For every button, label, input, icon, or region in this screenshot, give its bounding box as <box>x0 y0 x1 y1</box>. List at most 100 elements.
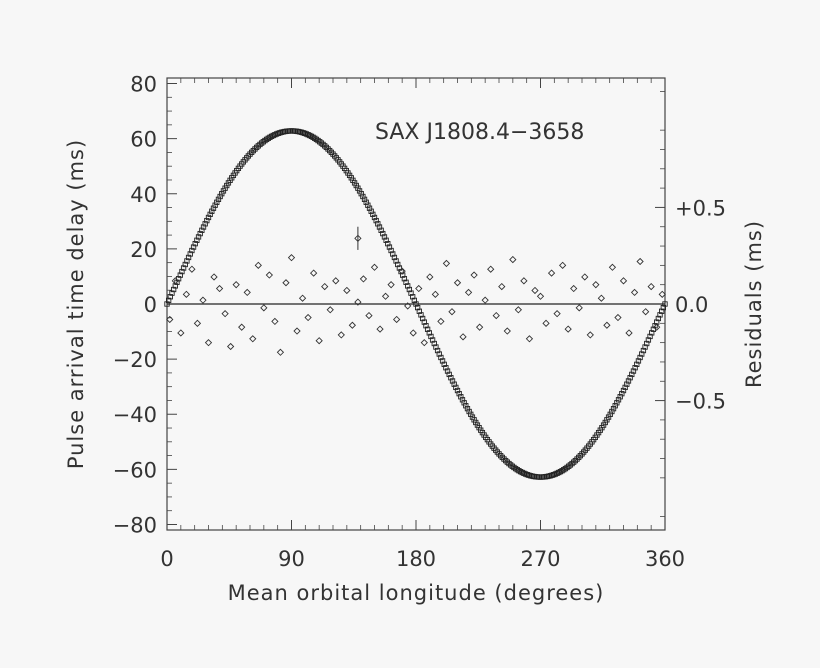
curve-point <box>363 199 369 205</box>
curve-point <box>622 384 628 391</box>
y-axis: 80 60 40 20 0 −20 −40 −60 −80 <box>113 73 177 537</box>
x-tick-label: 180 <box>396 547 436 571</box>
residual-point <box>592 281 600 289</box>
curve-point <box>464 405 471 412</box>
curve-point <box>380 230 386 237</box>
curve-point <box>209 208 215 214</box>
curve-point <box>617 394 623 400</box>
curve-point <box>164 301 170 307</box>
curve-point <box>358 191 364 197</box>
residual-point <box>653 323 661 331</box>
curve-point <box>499 454 505 461</box>
outlier-point <box>354 226 362 250</box>
outlier-marker <box>354 234 362 242</box>
curve-point <box>423 323 429 329</box>
residual-point <box>459 333 467 341</box>
curve-point <box>395 261 401 268</box>
curve-point <box>634 361 640 367</box>
residual-point <box>558 261 567 270</box>
residual-point <box>381 292 390 300</box>
residual-point <box>387 281 395 289</box>
curve-point <box>645 337 652 343</box>
curve-point <box>356 188 363 194</box>
residual-point <box>520 277 528 285</box>
curve-point <box>574 456 580 462</box>
residual-point <box>614 313 622 322</box>
residual-point <box>326 306 334 314</box>
curve-point <box>405 283 411 289</box>
y-tick-label: −20 <box>113 348 157 372</box>
curve-point <box>401 276 408 282</box>
curve-point <box>305 132 311 138</box>
residual-point <box>575 304 583 312</box>
y2-axis-label: Residuals (ms) <box>742 220 766 388</box>
curve-point <box>426 330 432 336</box>
curve-point <box>205 214 212 221</box>
curve-point <box>189 247 195 254</box>
residual-point <box>298 294 307 302</box>
residual-point <box>603 321 611 329</box>
curve-point <box>215 196 222 203</box>
residual-point <box>525 335 534 343</box>
curve-point <box>416 308 422 314</box>
curve-point <box>421 319 427 325</box>
curve-point <box>217 193 223 200</box>
residual-point <box>376 325 384 333</box>
curve-point <box>406 286 413 293</box>
curve-point <box>649 330 655 336</box>
curve-point <box>360 193 366 200</box>
residual-point <box>204 338 213 347</box>
curve-point <box>569 460 575 467</box>
curve-point <box>549 472 555 478</box>
residual-point <box>608 263 617 271</box>
residual-point <box>630 288 639 297</box>
residual-point <box>337 331 345 339</box>
curve-point <box>615 397 622 403</box>
curve-point <box>428 333 434 340</box>
curve-point <box>547 473 554 479</box>
residual-point <box>348 321 357 329</box>
y-tick-label: −80 <box>113 513 157 537</box>
curve-point <box>517 468 524 475</box>
curve-point <box>657 312 663 318</box>
curve-point <box>365 202 371 208</box>
residual-point <box>215 284 224 293</box>
curve-point <box>605 414 612 420</box>
curve-point <box>197 230 203 237</box>
residual-point <box>293 327 301 335</box>
residual-point <box>304 313 312 322</box>
curve-point <box>202 221 208 227</box>
residual-point <box>309 269 318 277</box>
curve-point <box>385 241 391 247</box>
curve-point <box>323 144 330 151</box>
curve-point <box>383 237 389 243</box>
curve-point <box>454 387 461 394</box>
curve-point <box>431 340 437 347</box>
residual-point <box>343 286 351 295</box>
curve-point <box>629 371 635 378</box>
curve-point <box>571 459 577 465</box>
curve-point <box>624 381 630 387</box>
curve-point <box>268 133 275 140</box>
curve-point <box>459 397 466 403</box>
residual-point <box>398 267 406 275</box>
curve-point <box>449 378 456 384</box>
x-tick-label: 0 <box>160 547 173 571</box>
residual-point <box>658 290 666 298</box>
curve-point <box>434 347 441 354</box>
curve-point <box>498 453 504 459</box>
chart-title: SAX J1808.4−3658 <box>375 120 584 145</box>
residual-point <box>249 335 257 343</box>
curve-point <box>659 308 665 314</box>
curve-point <box>320 141 326 148</box>
residual-point <box>254 261 262 270</box>
residual-point <box>282 279 290 287</box>
y2-axis: +0.5 0.0 −0.5 <box>655 91 726 517</box>
curve-point <box>273 131 280 137</box>
curve-point <box>327 147 333 154</box>
curve-point <box>194 237 200 243</box>
curve-point <box>375 221 381 227</box>
residual-point <box>409 329 417 337</box>
